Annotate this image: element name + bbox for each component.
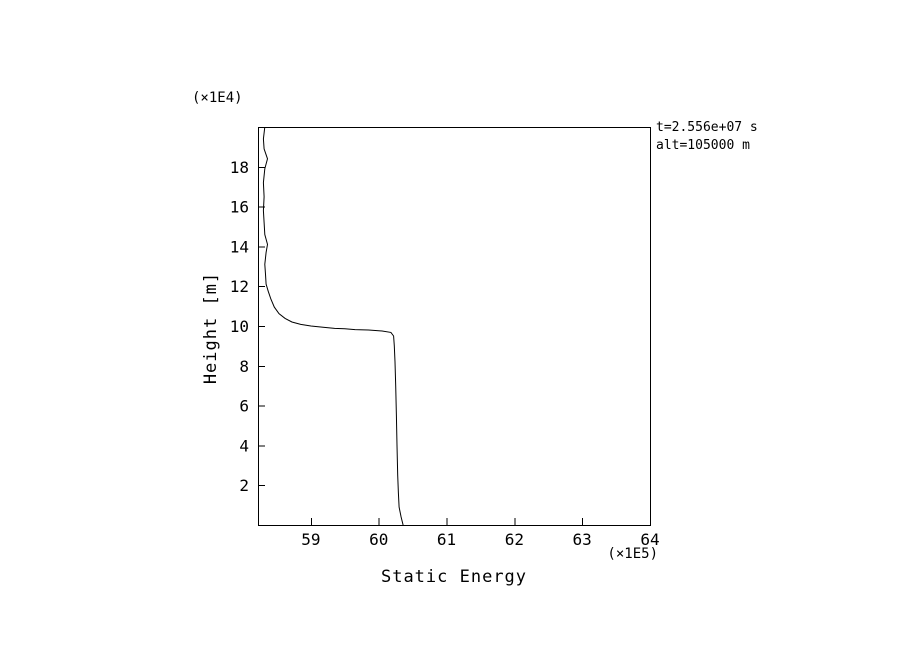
x-tick-label: 60 — [369, 530, 388, 549]
y-axis-scale-note: (×1E4) — [192, 90, 243, 106]
x-axis-scale-note: (×1E5) — [607, 546, 658, 562]
y-tick-label: 8 — [239, 357, 249, 376]
x-tick-label: 61 — [437, 530, 456, 549]
y-tick-label: 18 — [230, 158, 249, 177]
profile-curve — [262, 126, 404, 526]
x-tick-label: 64 — [640, 530, 659, 549]
y-tick-label: 12 — [230, 277, 249, 296]
y-tick-label: 4 — [239, 436, 249, 455]
y-tick-label: 6 — [239, 397, 249, 416]
y-tick-label: 2 — [239, 476, 249, 495]
y-tick-label: 10 — [230, 317, 249, 336]
annotation-altitude: alt=105000 m — [656, 138, 750, 153]
y-tick-label: 16 — [230, 198, 249, 217]
x-tick-label: 63 — [573, 530, 592, 549]
y-tick-label: 14 — [230, 237, 249, 256]
x-tick-label: 62 — [505, 530, 524, 549]
annotation-time: t=2.556e+07 s — [656, 120, 758, 135]
x-axis-title: Static Energy — [380, 567, 528, 587]
y-axis-title: Height [m] — [201, 271, 221, 385]
x-tick-label: 59 — [301, 530, 320, 549]
